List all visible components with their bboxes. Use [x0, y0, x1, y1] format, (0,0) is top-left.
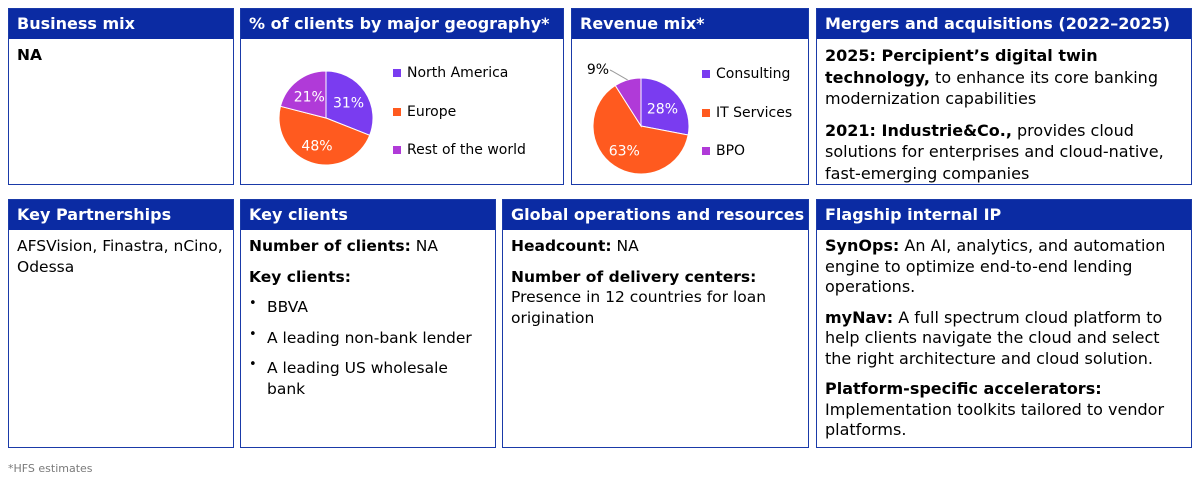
delivery-centers-label: Number of delivery centers:: [511, 267, 757, 286]
geography-pie-chart: 31% 48% 21%: [278, 70, 374, 166]
footnote: *HFS estimates: [8, 462, 93, 475]
clients-list: BBVA A leading non-bank lender A leading…: [249, 294, 487, 399]
revenue-card: Revenue mix* 28% 63% 9% Consulting IT Serv…: [571, 8, 809, 185]
internal-ip-title: Flagship internal IP: [817, 200, 1191, 230]
operations-title: Global operations and resources: [503, 200, 808, 230]
headcount: Headcount: NA: [511, 236, 800, 257]
legend-item-rest-of-world: Rest of the world: [393, 140, 526, 160]
pie-slice-bpo: [614, 77, 642, 128]
key-clients-title: Key clients: [241, 200, 495, 230]
pie-slice-rest-of-the-world: [279, 70, 327, 119]
pie-data-label: 63%: [609, 144, 640, 160]
legend-label: Europe: [407, 103, 457, 120]
mna-item-text: provides cloud solutions for enterprises…: [825, 120, 1164, 183]
clients-list-label: Key clients:: [249, 267, 351, 286]
legend-label: Consulting: [716, 66, 791, 82]
clients-count: Number of clients: NA: [249, 236, 487, 257]
legend-swatch: [393, 69, 401, 77]
list-item: BBVA: [249, 294, 487, 318]
list-item: A leading non-bank lender: [249, 325, 487, 349]
clients-count-label: Number of clients:: [249, 237, 411, 255]
ip-item-bold: SynOps:: [825, 236, 900, 255]
pie-data-label: 31%: [333, 96, 364, 112]
legend-item-it-services: IT Services: [702, 103, 792, 123]
legend-swatch: [702, 147, 710, 155]
legend-swatch: [702, 70, 710, 78]
key-clients-card: Key clients Number of clients: NA Key cl…: [240, 199, 496, 448]
mna-item-bold: 2025: Percipient’s digital twin technolo…: [825, 46, 1098, 87]
list-item: A leading US wholesale bank: [249, 355, 487, 399]
ip-item: Platform-specific accelerators: Implemen…: [825, 379, 1183, 441]
legend-swatch: [702, 108, 710, 117]
pie-data-label: 28%: [647, 101, 678, 117]
pie-data-label: 9%: [587, 62, 609, 78]
revenue-pie-chart: 28% 63% 9%: [587, 62, 690, 175]
internal-ip-card: Flagship internal IP SynOps: An AI, anal…: [816, 199, 1192, 448]
legend-label: North America: [407, 65, 509, 81]
ip-item-bold: myNav:: [825, 307, 894, 327]
legend-item-europe: Europe: [393, 102, 526, 122]
legend-label: IT Services: [716, 104, 793, 121]
pie-data-label: 21%: [294, 89, 325, 105]
ip-item-text: Implementation toolkits tailored to vend…: [825, 399, 1165, 440]
pie-data-label: 48%: [301, 139, 332, 155]
partnerships-card: Key Partnerships AFSVision, Finastra, nC…: [8, 199, 234, 448]
business-mix-value: NA: [17, 46, 42, 64]
delivery-centers-value: Presence in 12 countries for loan origin…: [511, 288, 767, 327]
ip-item: SynOps: An AI, analytics, and automation…: [825, 236, 1183, 298]
legend-item-consulting: Consulting: [702, 64, 792, 84]
geography-title: % of clients by major geography*: [241, 9, 563, 39]
mna-item-bold: 2021: Industrie&Co.,: [825, 120, 1012, 140]
partnerships-text: AFSVision, Finastra, nCino, Odessa: [17, 237, 223, 276]
geography-card: % of clients by major geography* 31% 48% 2…: [240, 8, 564, 185]
pie-slice-north-america: [325, 70, 374, 136]
ip-item: myNav: A full spectrum cloud platform to…: [825, 308, 1183, 370]
business-mix-title: Business mix: [9, 9, 233, 39]
pie-slice-consulting: [640, 77, 690, 136]
leader-line: [609, 69, 628, 81]
pie-slice-it-services: [592, 84, 689, 175]
mna-item: 2021: Industrie&Co., provides cloud solu…: [825, 120, 1183, 185]
legend-swatch: [393, 146, 401, 154]
business-mix-card: Business mix NA: [8, 8, 234, 185]
ip-item-text: An AI, analytics, and automation engine …: [825, 236, 1166, 296]
pie-slice-europe: [278, 105, 371, 166]
mna-item-text: to enhance its core banking modernizatio…: [825, 67, 1158, 109]
mna-item: 2025: Percipient’s digital twin technolo…: [825, 45, 1183, 110]
legend-label: BPO: [716, 143, 746, 159]
headcount-label: Headcount:: [511, 237, 612, 255]
clients-count-value: NA: [410, 237, 438, 255]
legend-label: Rest of the world: [407, 142, 526, 158]
headcount-value: NA: [611, 237, 639, 255]
legend-item-north-america: North America: [393, 63, 526, 83]
legend-swatch: [393, 107, 401, 116]
ip-item-bold: Platform-specific accelerators:: [825, 379, 1102, 398]
ip-item-text: A full spectrum cloud platform to help c…: [825, 307, 1163, 368]
revenue-title: Revenue mix*: [572, 9, 808, 39]
geography-legend: North America Europe Rest of the world: [393, 63, 526, 160]
mna-title: Mergers and acquisitions (2022–2025): [817, 9, 1191, 39]
operations-card: Global operations and resources Headcoun…: [502, 199, 809, 448]
mna-card: Mergers and acquisitions (2022–2025) 202…: [816, 8, 1192, 185]
revenue-legend: Consulting IT Services BPO: [702, 64, 792, 161]
legend-item-bpo: BPO: [702, 141, 792, 161]
partnerships-title: Key Partnerships: [9, 200, 233, 230]
